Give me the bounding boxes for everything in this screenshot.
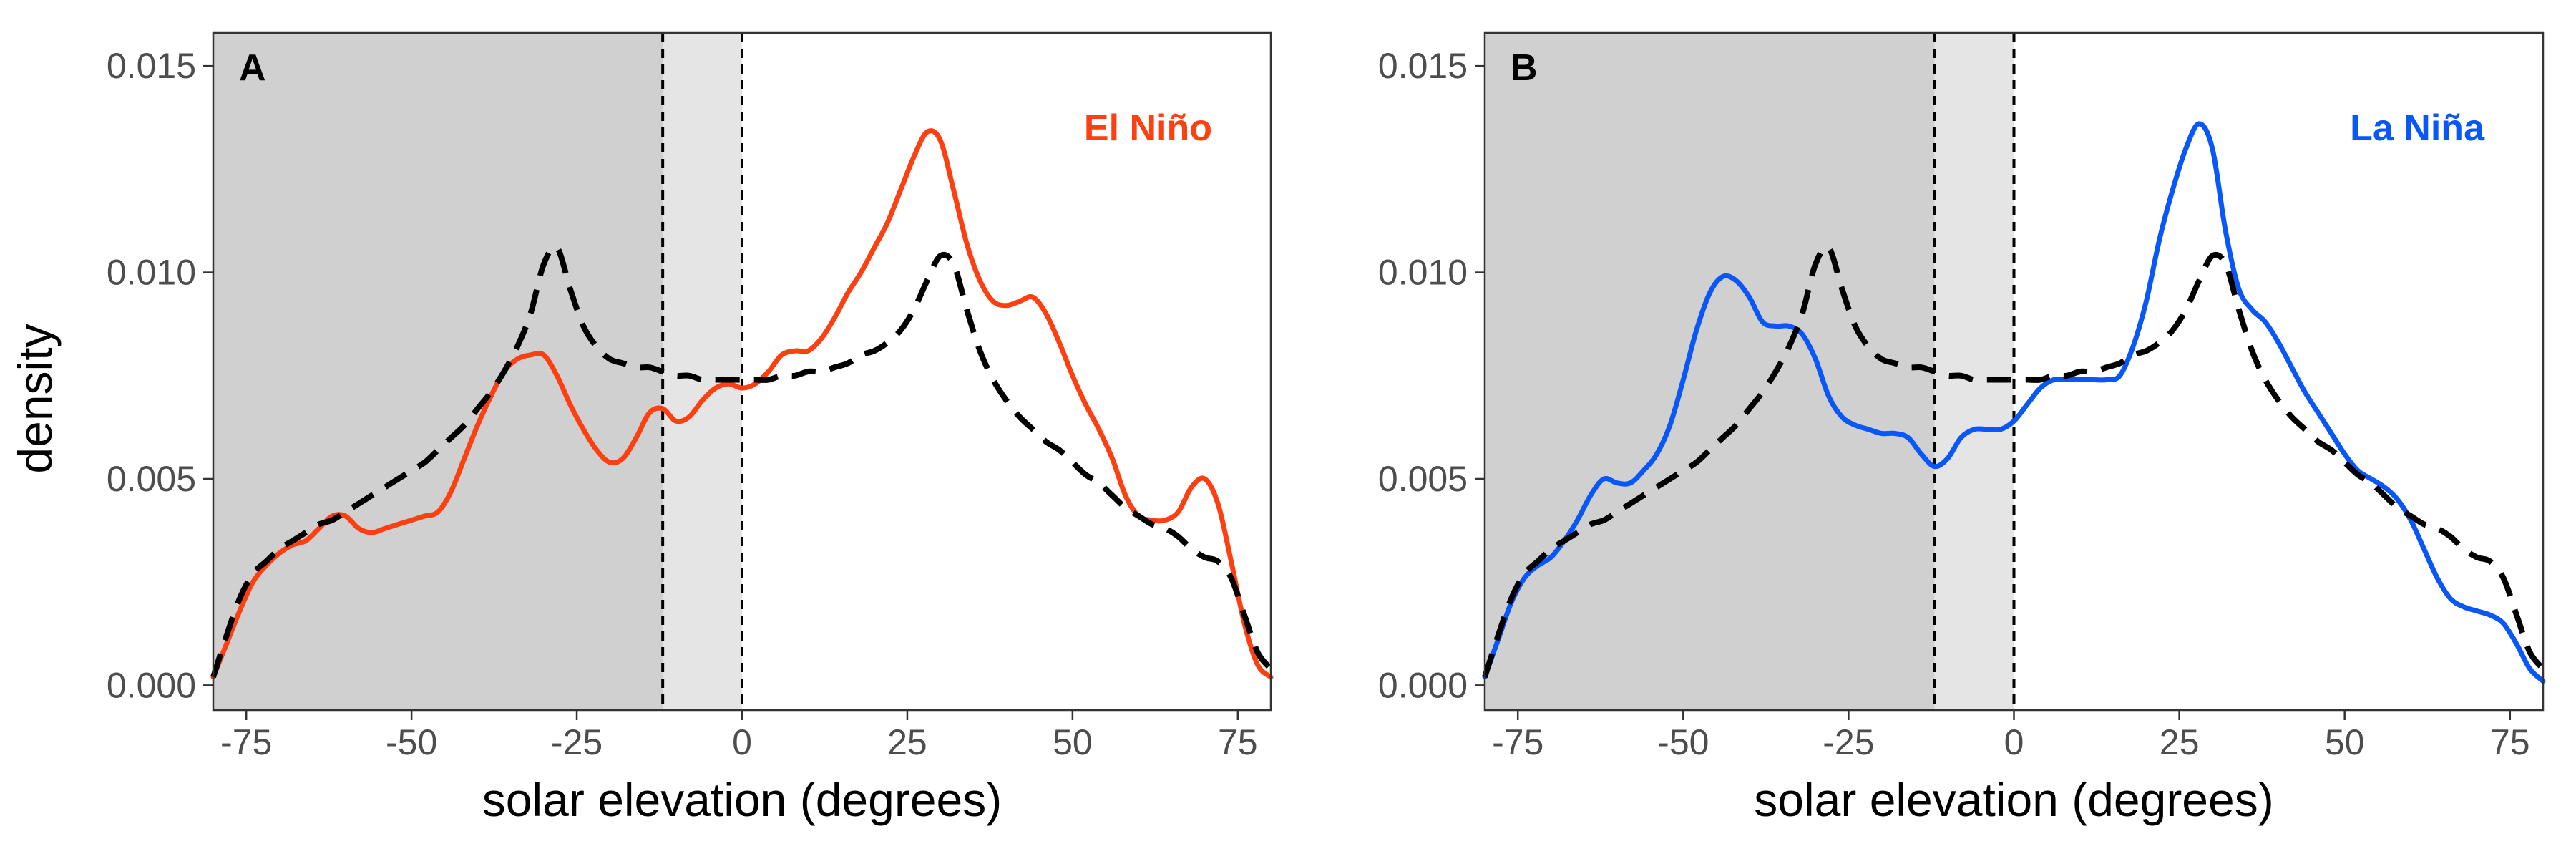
y-tick-label: 0.015: [107, 46, 196, 86]
panel-b: -75 -50 -25 0 25 50 75 0.000 0.005 0.010 0.015 sola…: [1378, 31, 2546, 826]
x-tick-label: 0: [2004, 722, 2024, 762]
series-annotation: La Niña: [2350, 107, 2485, 149]
reference-density-line: [210, 243, 1274, 679]
panel-a: -75 -50 -25 0 25 50 75 0.000 0.005 0.010 0.015 sola…: [107, 31, 1274, 826]
y-tick-label: 0.005: [107, 459, 196, 499]
panel-letter: A: [239, 47, 266, 89]
x-tick-label: 75: [2490, 722, 2530, 762]
y-tick-label: 0.010: [107, 253, 196, 293]
x-tick-label: -75: [1492, 722, 1543, 762]
y-tick-label: 0.005: [1378, 459, 1468, 499]
x-tick-label: -50: [386, 722, 437, 762]
x-tick-label: 75: [1218, 722, 1258, 762]
x-tick-label: 0: [732, 722, 752, 762]
panel-letter: B: [1511, 47, 1538, 89]
x-tick-label: 25: [887, 722, 927, 762]
y-tick-label: 0.000: [107, 665, 196, 705]
y-axis-title: density: [9, 324, 62, 473]
twilight-shade-region: [663, 33, 742, 710]
x-tick-label: 25: [2160, 722, 2200, 762]
twilight-shade-region: [1934, 33, 2014, 710]
x-axis-title: solar elevation (degrees): [482, 773, 1002, 826]
series-density-line: [210, 128, 1274, 680]
night-shade-region: [213, 33, 663, 710]
y-tick-label: 0.015: [1378, 46, 1468, 86]
x-tick-label: -25: [1823, 722, 1874, 762]
y-tick-label: 0.010: [1378, 253, 1468, 293]
x-axis-title: solar elevation (degrees): [1754, 773, 2273, 826]
night-shade-region: [1485, 33, 1935, 710]
x-tick-label: 50: [1053, 722, 1093, 762]
x-tick-label: -25: [551, 722, 602, 762]
reference-density-line: [1482, 243, 2546, 679]
x-tick-label: -50: [1657, 722, 1709, 762]
series-annotation: El Niño: [1084, 107, 1212, 149]
series-density-line: [1482, 121, 2546, 684]
x-tick-label: 50: [2325, 722, 2365, 762]
y-tick-label: 0.000: [1378, 665, 1468, 705]
x-tick-label: -75: [220, 722, 272, 762]
